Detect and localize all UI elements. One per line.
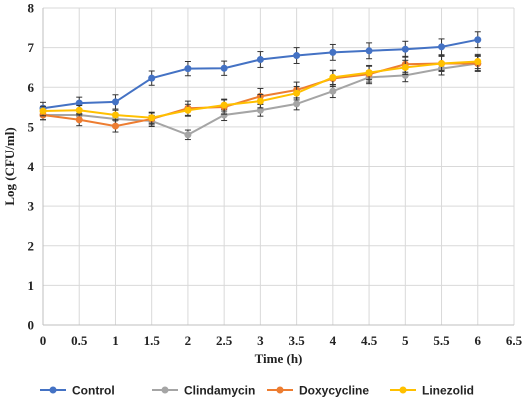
- legend-item: Control: [40, 384, 115, 398]
- x-tick-label: 1.5: [144, 333, 161, 348]
- legend-label: Control: [72, 384, 115, 398]
- x-tick-label: 6: [475, 333, 482, 348]
- y-tick-label: 2: [28, 238, 35, 253]
- x-axis-title: Time (h): [255, 351, 303, 366]
- data-point: [293, 89, 301, 97]
- data-point: [329, 87, 337, 95]
- y-tick-label: 0: [28, 318, 35, 333]
- data-point: [220, 64, 228, 72]
- legend-label: Linezolid: [422, 384, 474, 398]
- data-point: [401, 71, 409, 79]
- y-tick-label: 4: [28, 159, 35, 174]
- data-point: [293, 52, 301, 60]
- axes: [42, 8, 514, 326]
- x-tick-label: 3.5: [288, 333, 305, 348]
- data-point: [256, 106, 264, 114]
- data-series: [39, 31, 482, 141]
- legend-item: Doxycycline: [267, 384, 369, 398]
- y-tick-label: 1: [28, 278, 35, 293]
- x-tick-label: 2.5: [216, 333, 233, 348]
- y-axis-title: Log (CFU/ml): [2, 127, 17, 205]
- data-point: [184, 131, 192, 139]
- y-tick-label: 7: [28, 40, 35, 55]
- data-point: [111, 98, 119, 106]
- x-tick-label: 5: [402, 333, 409, 348]
- data-point: [220, 101, 228, 109]
- series-control: [39, 31, 482, 115]
- legend: Control Clindamycin Doxycycline Linezolid: [40, 384, 474, 398]
- x-tick-label: 3: [257, 333, 264, 348]
- legend-item: Linezolid: [390, 384, 474, 398]
- y-tick-label: 6: [28, 80, 35, 95]
- data-point: [148, 74, 156, 82]
- data-point: [474, 36, 482, 44]
- data-point: [111, 111, 119, 119]
- data-point: [256, 56, 264, 64]
- data-point: [39, 107, 47, 115]
- x-tick-label: 0.5: [71, 333, 88, 348]
- y-tick-label: 8: [28, 1, 35, 16]
- data-point: [111, 122, 119, 130]
- data-point: [438, 59, 446, 67]
- legend-swatch-marker: [276, 386, 284, 394]
- x-tick-label: 4: [330, 333, 337, 348]
- data-point: [401, 63, 409, 71]
- data-point: [75, 116, 83, 124]
- data-point: [220, 111, 228, 119]
- legend-swatch-marker: [49, 386, 57, 394]
- x-tick-label: 0: [40, 333, 47, 348]
- data-point: [329, 48, 337, 56]
- data-point: [329, 73, 337, 81]
- data-point: [401, 45, 409, 53]
- legend-swatch-marker: [161, 386, 169, 394]
- x-tick-label: 4.5: [361, 333, 378, 348]
- data-point: [438, 43, 446, 51]
- data-point: [184, 65, 192, 73]
- data-point: [148, 114, 156, 122]
- data-point: [365, 69, 373, 77]
- data-point: [184, 106, 192, 114]
- legend-item: Clindamycin: [152, 384, 255, 398]
- grid-lines: [43, 7, 515, 325]
- x-tick-label: 5.5: [433, 333, 450, 348]
- tick-labels: 0 1 2 3 4 5 6 7 8 0 0.5 1 1.5 2 2.5 3 3.5 4 4.5 5 5.5 6 6.5: [28, 1, 523, 349]
- data-point: [365, 47, 373, 55]
- legend-label: Doxycycline: [299, 384, 369, 398]
- data-point: [293, 100, 301, 108]
- series-linezolid: [39, 53, 482, 124]
- legend-label: Clindamycin: [184, 384, 255, 398]
- data-point: [75, 99, 83, 107]
- x-tick-label: 6.5: [506, 333, 523, 348]
- legend-swatch-marker: [399, 386, 407, 394]
- y-tick-label: 5: [28, 119, 35, 134]
- x-tick-label: 2: [185, 333, 192, 348]
- data-point: [256, 97, 264, 105]
- data-point: [474, 57, 482, 65]
- x-tick-label: 1: [112, 333, 119, 348]
- data-point: [75, 106, 83, 114]
- y-tick-label: 3: [28, 199, 35, 214]
